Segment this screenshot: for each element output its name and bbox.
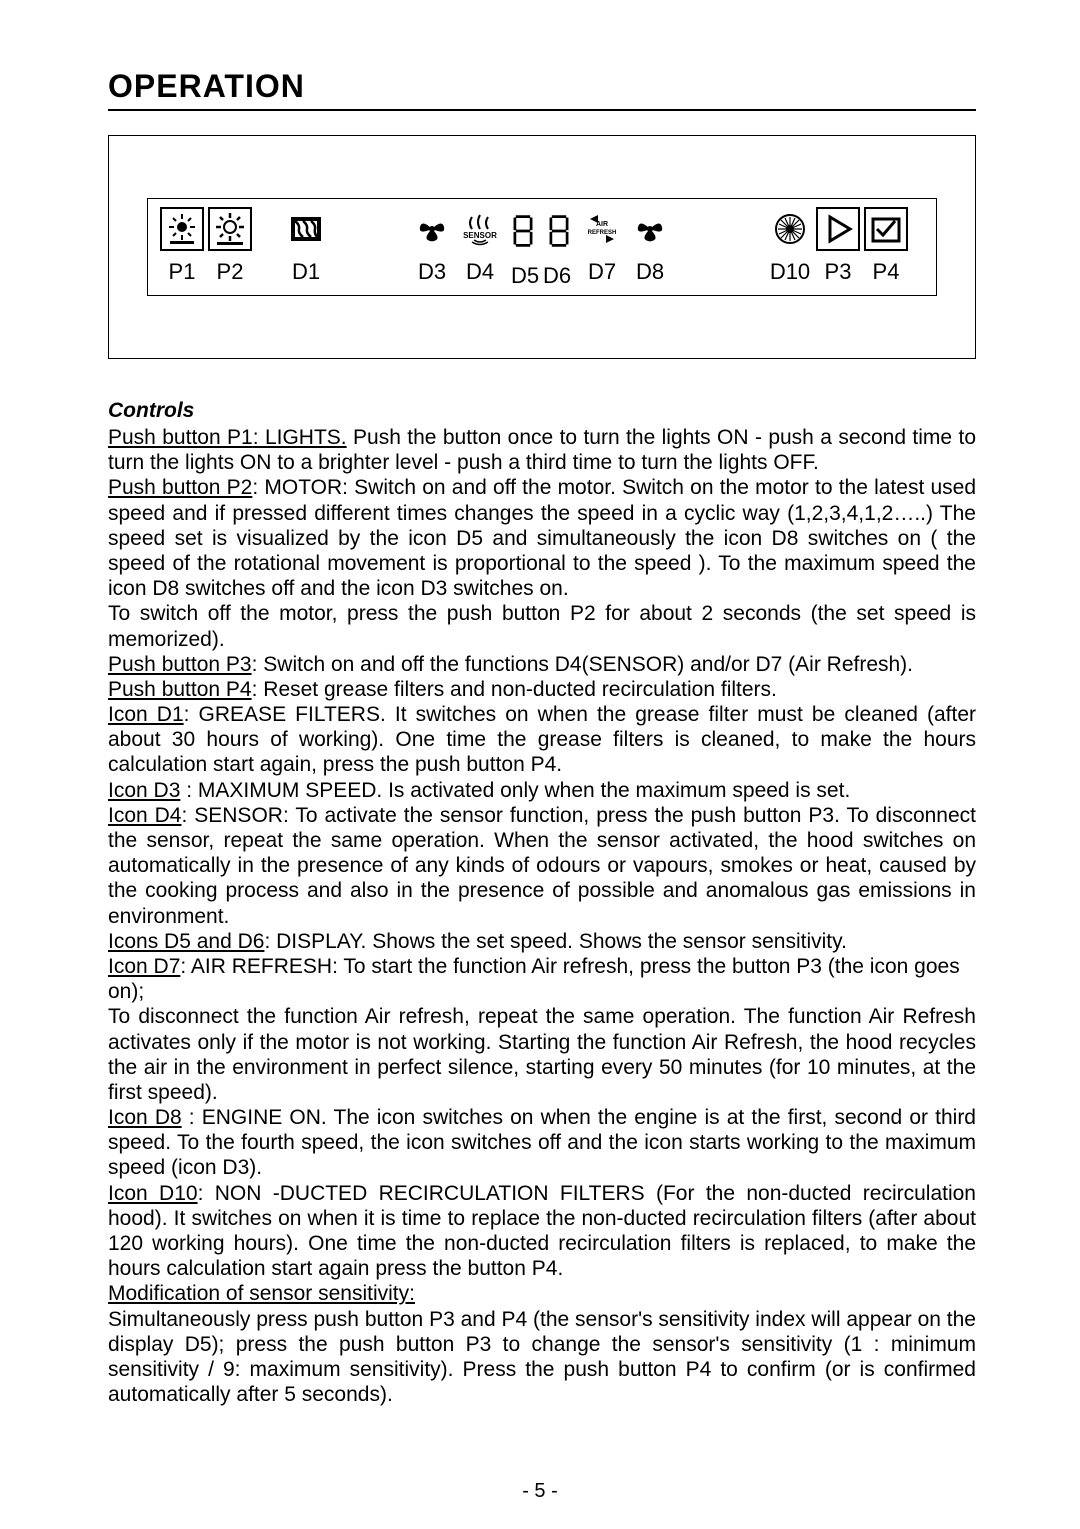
d8-label: Icon D8: [108, 1106, 182, 1129]
light-high-icon: [208, 207, 252, 251]
d1-text: : GREASE FILTERS. It switches on when th…: [108, 703, 976, 776]
digit-d5-icon: [508, 209, 538, 253]
label-d3: D3: [418, 259, 446, 285]
p2-text2: To switch off the motor, press the push …: [108, 601, 976, 651]
p2-label: Push button P2: [108, 476, 252, 499]
label-d8: D8: [636, 259, 664, 285]
d1-label: Icon D1: [108, 703, 184, 726]
indicator-d3: D3: [408, 205, 456, 285]
d3-text: : MAXIMUM SPEED. Is activated only when …: [180, 779, 850, 802]
label-d6: D6: [542, 263, 572, 289]
d10-text: : NON -DUCTED RECIRCULATION FILTERS (For…: [108, 1182, 976, 1281]
light-low-icon: [160, 207, 204, 251]
label-p1: P1: [169, 259, 196, 285]
indicator-d5-d6: D5 D6: [504, 205, 578, 289]
label-d4: D4: [466, 259, 494, 285]
label-d7: D7: [588, 259, 616, 285]
digit-d6-icon: [544, 209, 574, 253]
recirc-filter-icon: [768, 207, 812, 251]
indicator-d4: SENSOR D4: [456, 205, 504, 285]
mod-text: Simultaneously press push button P3 and …: [108, 1307, 976, 1408]
p4-label: Push button P4: [108, 678, 252, 701]
p4-text: : Reset grease filters and non-ducted re…: [252, 678, 777, 701]
svg-text:REFRESH: REFRESH: [588, 230, 617, 236]
p1-label: Push button P1: [108, 426, 253, 449]
controls-body: Push button P1: LIGHTS. Push the button …: [108, 425, 976, 1407]
page-number: - 5 -: [0, 1480, 1080, 1503]
label-d10: D10: [770, 259, 810, 285]
d7-text: : AIR REFRESH: To start the function Air…: [108, 955, 960, 1003]
svg-text:AIR: AIR: [596, 221, 608, 228]
d3-label: Icon D3: [108, 779, 180, 802]
p3-text: : Switch on and off the functions D4(SEN…: [252, 653, 913, 676]
indicator-d1: D1: [282, 205, 330, 285]
d7-label: Icon D7: [108, 955, 180, 978]
control-p3: P3: [814, 205, 862, 285]
control-p4: P4: [862, 205, 910, 285]
indicator-d10: D10: [766, 205, 814, 285]
label-d1: D1: [292, 259, 320, 285]
d4-text: : SENSOR: To activate the sensor functio…: [108, 804, 976, 928]
air-refresh-icon: AIR REFRESH: [580, 207, 624, 251]
d10-label: Icon D10: [108, 1182, 198, 1205]
max-speed-icon: [410, 207, 454, 251]
d4-label: Icon D4: [108, 804, 181, 827]
control-p2: P2: [206, 205, 254, 285]
indicator-d8: D8: [626, 205, 674, 285]
engine-on-icon: [628, 207, 672, 251]
page-title: OPERATION: [108, 68, 976, 111]
d56-text: : DISPLAY. Shows the set speed. Shows th…: [264, 930, 846, 953]
d56-label: Icons D5 and D6: [108, 930, 264, 953]
manual-page: OPERATION P1: [0, 0, 1080, 1529]
svg-text:SENSOR: SENSOR: [463, 231, 497, 240]
control-panel-diagram: P1 P2: [108, 135, 976, 359]
play-icon: [816, 207, 860, 251]
label-d5: D5: [510, 263, 540, 289]
controls-subheading: Controls: [108, 399, 976, 423]
p1-name: : LIGHTS.: [253, 426, 347, 449]
control-panel-row: P1 P2: [147, 198, 937, 296]
indicator-d7: AIR REFRESH D7: [578, 205, 626, 285]
confirm-icon: [864, 207, 908, 251]
sensor-icon: SENSOR: [458, 207, 502, 251]
label-p2: P2: [217, 259, 244, 285]
control-p1: P1: [158, 205, 206, 285]
mod-label: Modification of sensor sensitivity:: [108, 1282, 415, 1305]
d8-text: : ENGINE ON. The icon switches on when t…: [108, 1106, 976, 1179]
d7-text2: To disconnect the function Air refresh, …: [108, 1004, 976, 1105]
label-p4: P4: [873, 259, 900, 285]
grease-filter-icon: [284, 207, 328, 251]
p3-label: Push button P3: [108, 653, 252, 676]
label-p3: P3: [825, 259, 852, 285]
